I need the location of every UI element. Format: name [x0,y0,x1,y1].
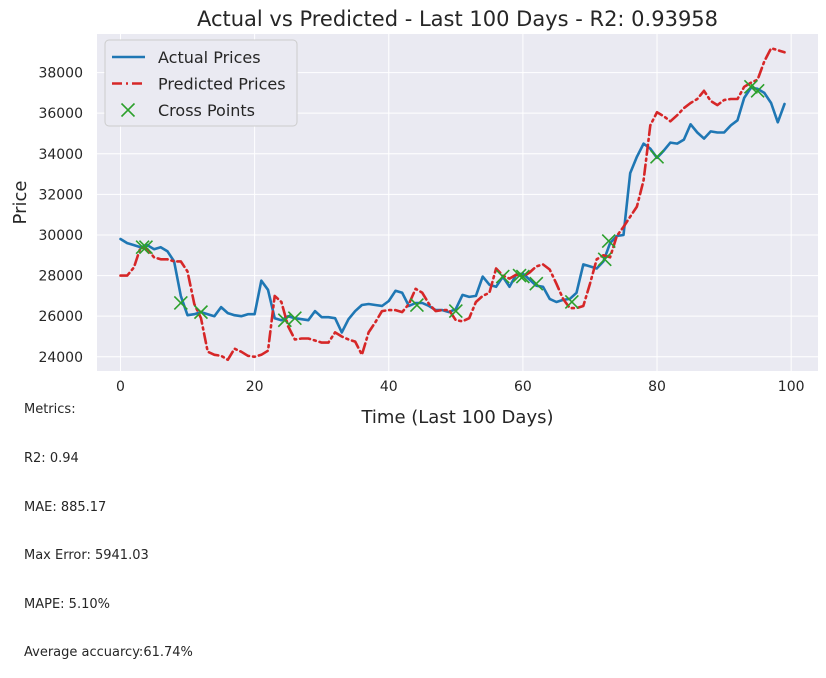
x-tick-label: 60 [514,379,532,395]
cross-point-marker [193,305,209,320]
x-tick-label: 40 [380,379,398,395]
metric-r2: R2: 0.94 [24,451,79,467]
tick-labels: 0 20 40 60 80 100 24000 26000 28000 30000 32000 340… [38,66,804,395]
metric-average-accuracy: Average accuarcy:61.74% [24,645,193,661]
legend-label: Actual Prices [158,48,261,67]
y-tick-label: 28000 [38,269,83,285]
y-tick-label: 32000 [38,187,83,203]
x-tick-label: 0 [116,379,125,395]
cross-point-marker [409,297,424,313]
cross-point-marker [135,240,150,255]
actual-line [119,86,786,334]
y-tick-label: 24000 [38,350,83,366]
x-axis-label: Time (Last 100 Days) [360,407,553,428]
x-tick-label: 80 [648,379,666,395]
cross-point-marker [564,294,579,310]
cross-point-marker [512,268,527,283]
legend-item: Cross Points [120,101,255,120]
cross-point-marker [515,269,530,284]
y-tick-label: 26000 [38,309,83,325]
legend-marker [120,102,136,118]
cross-point-marker [601,234,616,249]
cross-point-marker [448,304,463,319]
x-tick-label: 20 [246,379,264,395]
legend-item: Actual Prices [112,48,261,67]
cross-point-marker [529,276,544,291]
cross-point-marker [649,149,665,164]
cross-point-marker [750,83,765,98]
cross-point-marker [743,79,758,94]
metric-mape: MAPE: 5.10% [24,596,110,612]
y-tick-label: 36000 [38,106,83,122]
legend: Actual Prices Predicted Prices Cross Point… [104,39,298,127]
series-3 [135,79,765,328]
y-tick-label: 30000 [38,228,83,244]
y-tick-label: 34000 [38,147,83,163]
legend-label: Cross Points [158,101,255,120]
line-chart: 0 20 40 60 80 100 24000 26000 28000 30000 32000 340… [10,7,818,428]
metrics-panel: Metrics: R2: 0.94 MAE: 885.17 Max Error:… [24,370,193,678]
series-1 [119,86,786,334]
cross-point-marker [138,240,154,255]
cross-point-marker [173,295,188,311]
metric-max-error: Max Error: 5941.03 [24,548,149,564]
legend-label: Predicted Prices [158,75,286,94]
legend-box [104,39,298,127]
y-axis-label: Price [10,181,31,225]
cross-point-marker [287,311,302,326]
chart-title: Actual vs Predicted - Last 100 Days - R2… [197,7,718,31]
y-tick-label: 38000 [38,66,83,82]
grid-lines [97,34,818,371]
series-layer [119,46,786,362]
metric-mae: MAE: 885.17 [24,499,107,515]
cross-point-marker [597,252,612,267]
metrics-header: Metrics: [24,402,76,418]
legend-item: Predicted Prices [112,75,286,94]
cross-point-marker [495,269,510,284]
x-tick-label: 100 [778,379,805,395]
